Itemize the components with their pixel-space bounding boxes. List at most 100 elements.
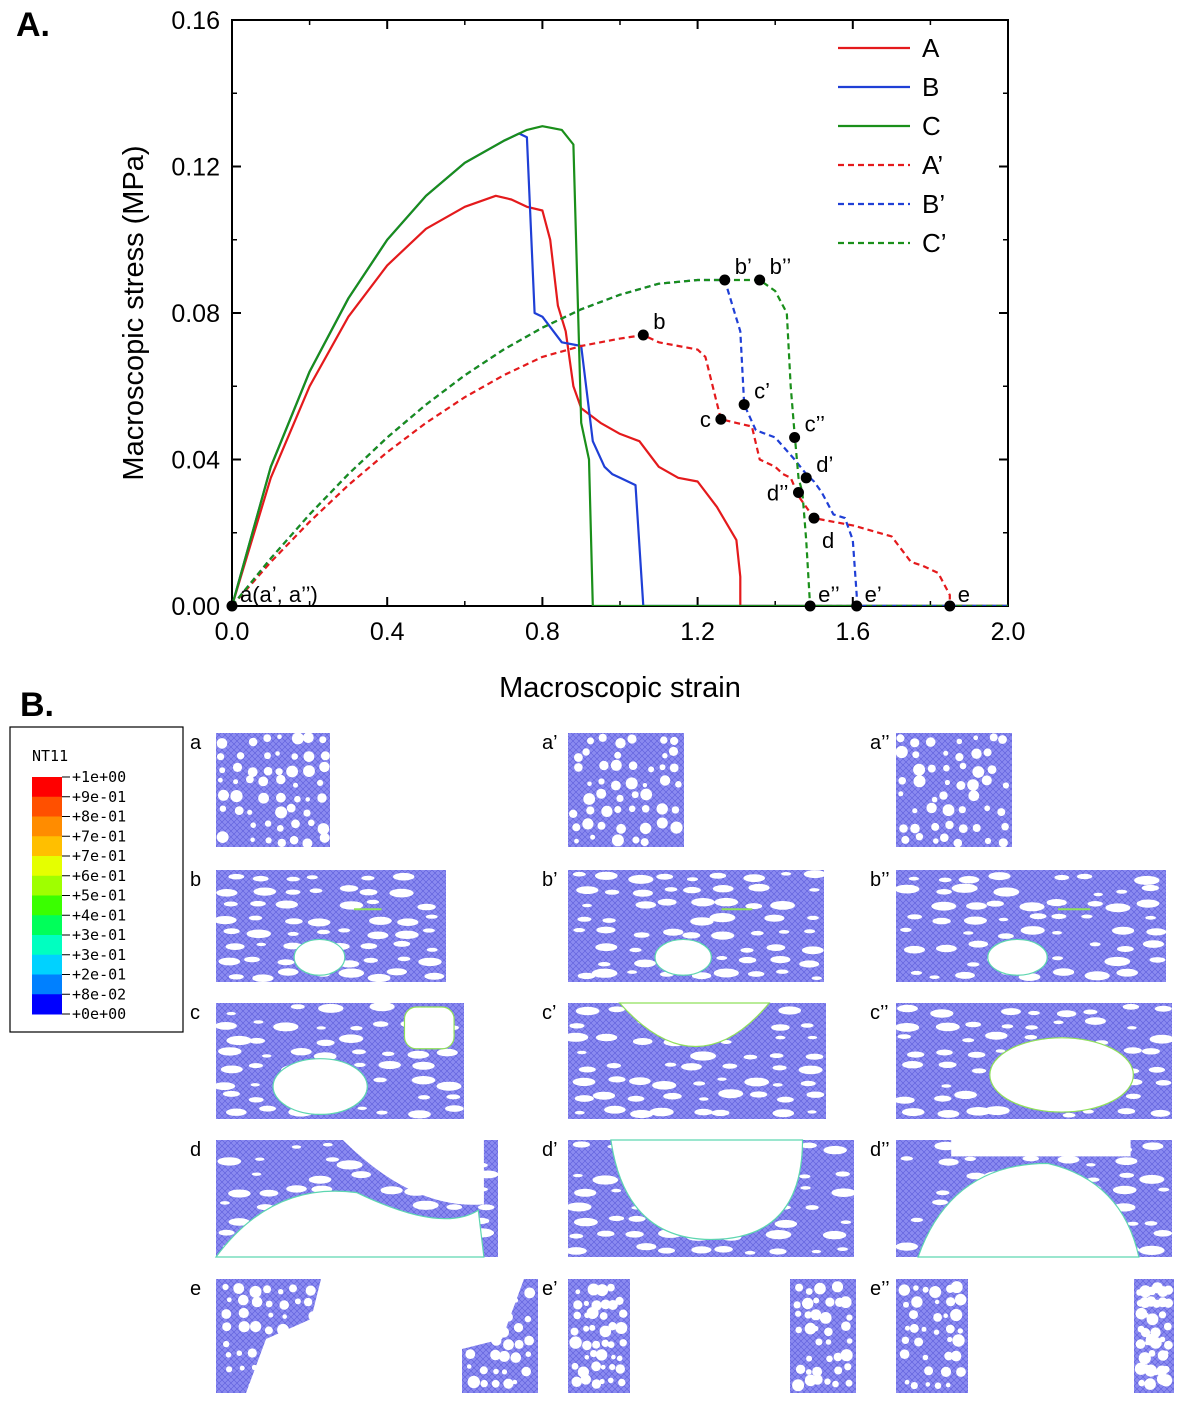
mesh-void <box>738 956 757 964</box>
mesh-void <box>274 1364 286 1375</box>
mesh-void <box>308 1311 319 1321</box>
mesh-void <box>840 1220 852 1224</box>
mesh-void <box>973 735 979 741</box>
snapshot-label: e <box>190 1278 201 1300</box>
mesh-void <box>1163 1285 1173 1295</box>
mesh-void <box>1116 968 1138 977</box>
y-tick-label: 0.12 <box>171 154 220 182</box>
mesh-void <box>338 928 351 933</box>
mesh-void <box>800 1023 814 1028</box>
mesh-void <box>1140 1328 1151 1338</box>
mesh-void <box>611 780 621 791</box>
mesh-void <box>367 973 391 983</box>
mesh-void <box>247 809 253 815</box>
mesh-void <box>835 1171 850 1177</box>
mesh-void <box>263 1285 272 1294</box>
mesh-void <box>664 887 678 892</box>
mesh-void <box>222 1090 240 1097</box>
mesh-void <box>900 1156 913 1161</box>
mesh-void <box>659 775 671 786</box>
mesh-void <box>1019 902 1045 912</box>
mesh-void <box>717 1077 727 1081</box>
mesh-void <box>479 1299 490 1311</box>
mesh-void <box>524 1287 536 1299</box>
mesh-void <box>303 765 315 777</box>
mesh-void <box>583 1300 590 1306</box>
mesh-void <box>491 1335 502 1346</box>
colorbar-swatch <box>32 954 62 975</box>
mesh-void <box>967 779 979 791</box>
mesh-void <box>248 915 263 921</box>
mesh-void <box>898 791 904 797</box>
crack-void <box>342 1140 484 1205</box>
mesh-void <box>936 1049 953 1056</box>
mesh-void <box>569 1336 582 1349</box>
fracture-fragment <box>1134 1279 1174 1393</box>
x-tick-label: 1.6 <box>835 618 870 646</box>
mesh-void <box>291 1145 302 1149</box>
mesh-void <box>248 1097 264 1103</box>
mesh-void <box>582 903 592 908</box>
mesh-void <box>350 1026 363 1031</box>
mesh-void <box>944 779 951 786</box>
mesh-void <box>989 733 998 742</box>
mesh-void <box>795 1364 806 1375</box>
mesh-void <box>632 1038 653 1045</box>
mesh-void <box>291 819 300 829</box>
mesh-void <box>524 1335 534 1346</box>
annotation-point <box>851 600 863 612</box>
mesh-void <box>218 777 223 783</box>
x-tick-label: 0.8 <box>525 618 560 646</box>
mesh-void <box>663 928 684 936</box>
mesh-void <box>1117 946 1134 952</box>
mesh-void <box>587 1283 600 1296</box>
mesh-void <box>218 1047 242 1056</box>
snapshot-epp: e’’ <box>870 1278 1174 1393</box>
simulation-snapshots: a a’ a’’ b b’ b’’ c c’ c’’ d d’ d’’ e e’ e’’ <box>190 732 1175 1393</box>
mesh-void <box>804 1322 817 1335</box>
mesh-void <box>964 1156 976 1161</box>
y-tick-label: 0.16 <box>171 7 220 35</box>
colorbar-tick-label: +4e-01 <box>72 906 126 924</box>
mesh-void <box>955 753 964 762</box>
mesh-void <box>686 877 699 882</box>
mesh-void <box>276 825 284 832</box>
mesh-void <box>1117 1108 1136 1115</box>
mesh-void <box>803 870 827 879</box>
mesh-void <box>938 877 952 883</box>
mesh-void <box>582 1340 592 1351</box>
mesh-void <box>606 1063 622 1069</box>
mesh-void <box>1142 940 1164 948</box>
mesh-void <box>264 1326 273 1335</box>
mesh-void <box>418 957 442 967</box>
mesh-void <box>1046 899 1067 907</box>
mesh-void <box>914 1337 924 1347</box>
mesh-void <box>478 1324 484 1330</box>
mesh-void <box>306 875 318 880</box>
snapshot-label: c’’ <box>870 1002 889 1024</box>
mesh-void <box>436 1048 458 1057</box>
mesh-void <box>466 1364 472 1369</box>
mesh-void <box>947 1336 953 1343</box>
mesh-void <box>252 875 269 882</box>
mesh-void <box>1138 1352 1151 1365</box>
mesh-void <box>986 900 1004 907</box>
mesh-void <box>935 1022 960 1032</box>
mesh-void <box>307 918 331 927</box>
mesh-void <box>642 783 648 788</box>
mesh-void <box>571 1362 579 1370</box>
mesh-void <box>424 972 445 980</box>
mesh-void <box>491 1379 500 1388</box>
mesh-void <box>1052 956 1064 961</box>
annotation-label: e <box>958 582 970 607</box>
mesh-void <box>905 1325 910 1331</box>
mesh-void <box>941 1084 952 1088</box>
mesh-void <box>289 1353 299 1363</box>
mesh-void <box>911 1296 923 1308</box>
mesh-void <box>629 1077 651 1085</box>
mesh-void <box>378 1061 402 1069</box>
mesh-void <box>670 736 679 746</box>
mesh-void <box>929 975 940 979</box>
mesh-void <box>954 1293 967 1306</box>
mesh-void <box>938 1158 959 1166</box>
